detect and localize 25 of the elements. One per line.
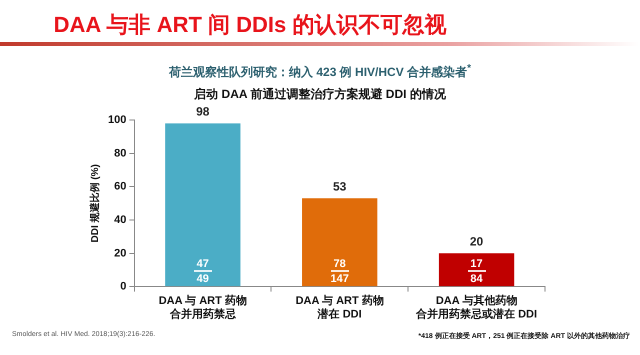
y-tick-label: 0 — [120, 280, 126, 293]
bar — [302, 198, 378, 286]
y-tick-label: 40 — [114, 214, 126, 226]
data-label: 20 — [470, 234, 484, 249]
y-tick-label: 20 — [114, 247, 126, 260]
chart-title: DAA 与非 ART 间 DDIs 的认识不可忽视 — [52, 11, 448, 39]
text: 启动 DAA 前通过调整治疗方案规避 DDI 的情况 — [193, 86, 447, 103]
bar — [165, 123, 240, 286]
y-tick-label: 60 — [114, 180, 126, 193]
y-axis-title: DDI 规避比例 (%) — [88, 164, 101, 242]
annotation: 47 — [196, 258, 209, 270]
x-tick-label: DAA 与 ART 药物合并用药禁忌 — [158, 294, 247, 320]
annotation: 84 — [470, 273, 484, 286]
data-label: 98 — [196, 104, 210, 119]
annotation: 78 — [334, 258, 346, 270]
x-tick-label: DAA 与 ART 药物潜在 DDI — [296, 294, 384, 320]
y-tick-label: 80 — [114, 147, 126, 160]
annotation: 147 — [330, 273, 349, 286]
annotation: 49 — [196, 273, 209, 286]
y-tick-label: 100 — [108, 114, 126, 126]
bar — [438, 253, 514, 286]
chart-subtitle: 荷兰观察性队列研究：纳入 423 例 HIV/HCV 合并感染者$^{*}$ — [168, 63, 472, 81]
data-label: 53 — [332, 180, 347, 194]
annotation: 17 — [470, 258, 483, 270]
x-tick-label: DAA 与其他药物合并用药禁忌或潜在 DDI — [415, 294, 538, 320]
